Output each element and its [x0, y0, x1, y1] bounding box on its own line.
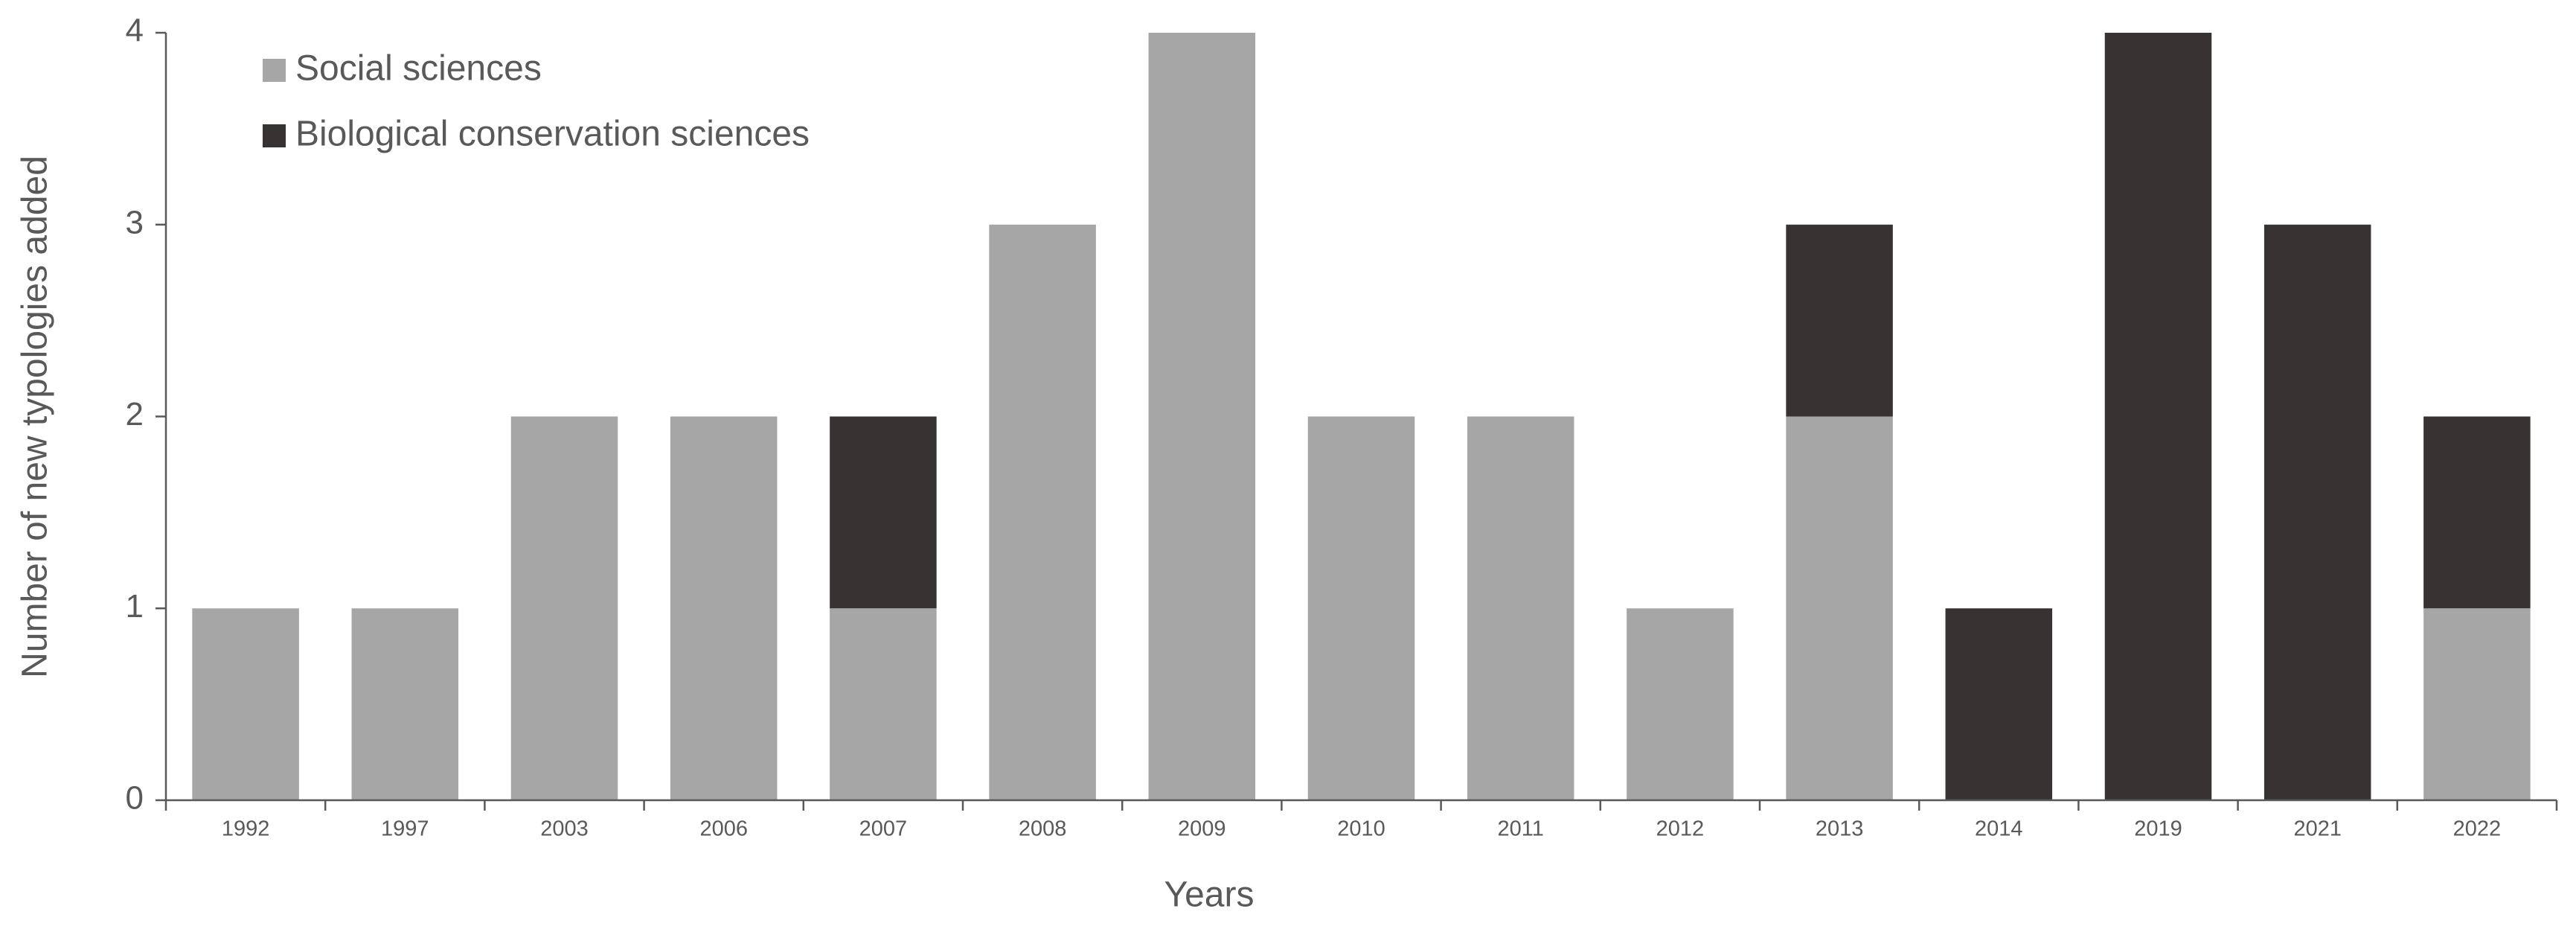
- x-tick-label: 1997: [381, 817, 429, 841]
- x-tick-label: 1992: [222, 817, 270, 841]
- y-tick-label: 4: [126, 13, 144, 49]
- bar-segment: [351, 608, 459, 800]
- x-tick-label: 2008: [1019, 817, 1067, 841]
- legend-swatch: [263, 59, 286, 82]
- bar-segment: [989, 224, 1096, 800]
- x-tick-label: 2003: [540, 817, 589, 841]
- bar-segment: [2263, 224, 2371, 800]
- x-tick-label: 2021: [2293, 817, 2342, 841]
- legend-label: Biological conservation sciences: [295, 115, 810, 154]
- x-tick-label: 2012: [1656, 817, 1705, 841]
- x-tick-label: 2006: [699, 817, 748, 841]
- legend-label: Social sciences: [295, 49, 542, 89]
- x-tick-label: 2019: [2134, 817, 2182, 841]
- bar-segment: [2423, 416, 2531, 609]
- bar-segment: [2423, 608, 2531, 800]
- bar-segment: [1627, 608, 1734, 800]
- y-tick-label: 1: [126, 588, 144, 625]
- bar-segment: [192, 608, 299, 800]
- bar-segment: [830, 416, 937, 609]
- bar-segment: [510, 416, 618, 800]
- legend-swatch: [263, 124, 286, 147]
- y-tick-label: 2: [126, 396, 144, 432]
- x-axis-title: Years: [1164, 875, 1255, 915]
- y-tick-label: 0: [126, 780, 144, 817]
- x-tick-label: 2013: [1816, 817, 1864, 841]
- y-tick-label: 3: [126, 204, 144, 240]
- x-tick-label: 2014: [1975, 817, 2023, 841]
- bar-segment: [1786, 416, 1893, 800]
- bar-segment: [1945, 608, 2053, 800]
- x-tick-label: 2011: [1498, 817, 1544, 841]
- x-tick-label: 2007: [859, 817, 908, 841]
- bar-segment: [1148, 33, 1256, 800]
- x-tick-label: 2009: [1178, 817, 1226, 841]
- bar-segment: [1307, 416, 1415, 800]
- bar-segment: [1467, 416, 1574, 800]
- y-axis-title: Number of new typologies added: [16, 156, 55, 678]
- bar-segment: [670, 416, 778, 800]
- bar-segment: [1786, 224, 1893, 417]
- bar-segment: [830, 608, 937, 800]
- x-tick-label: 2010: [1337, 817, 1385, 841]
- bar-segment: [2104, 33, 2212, 800]
- x-tick-label: 2022: [2453, 817, 2502, 841]
